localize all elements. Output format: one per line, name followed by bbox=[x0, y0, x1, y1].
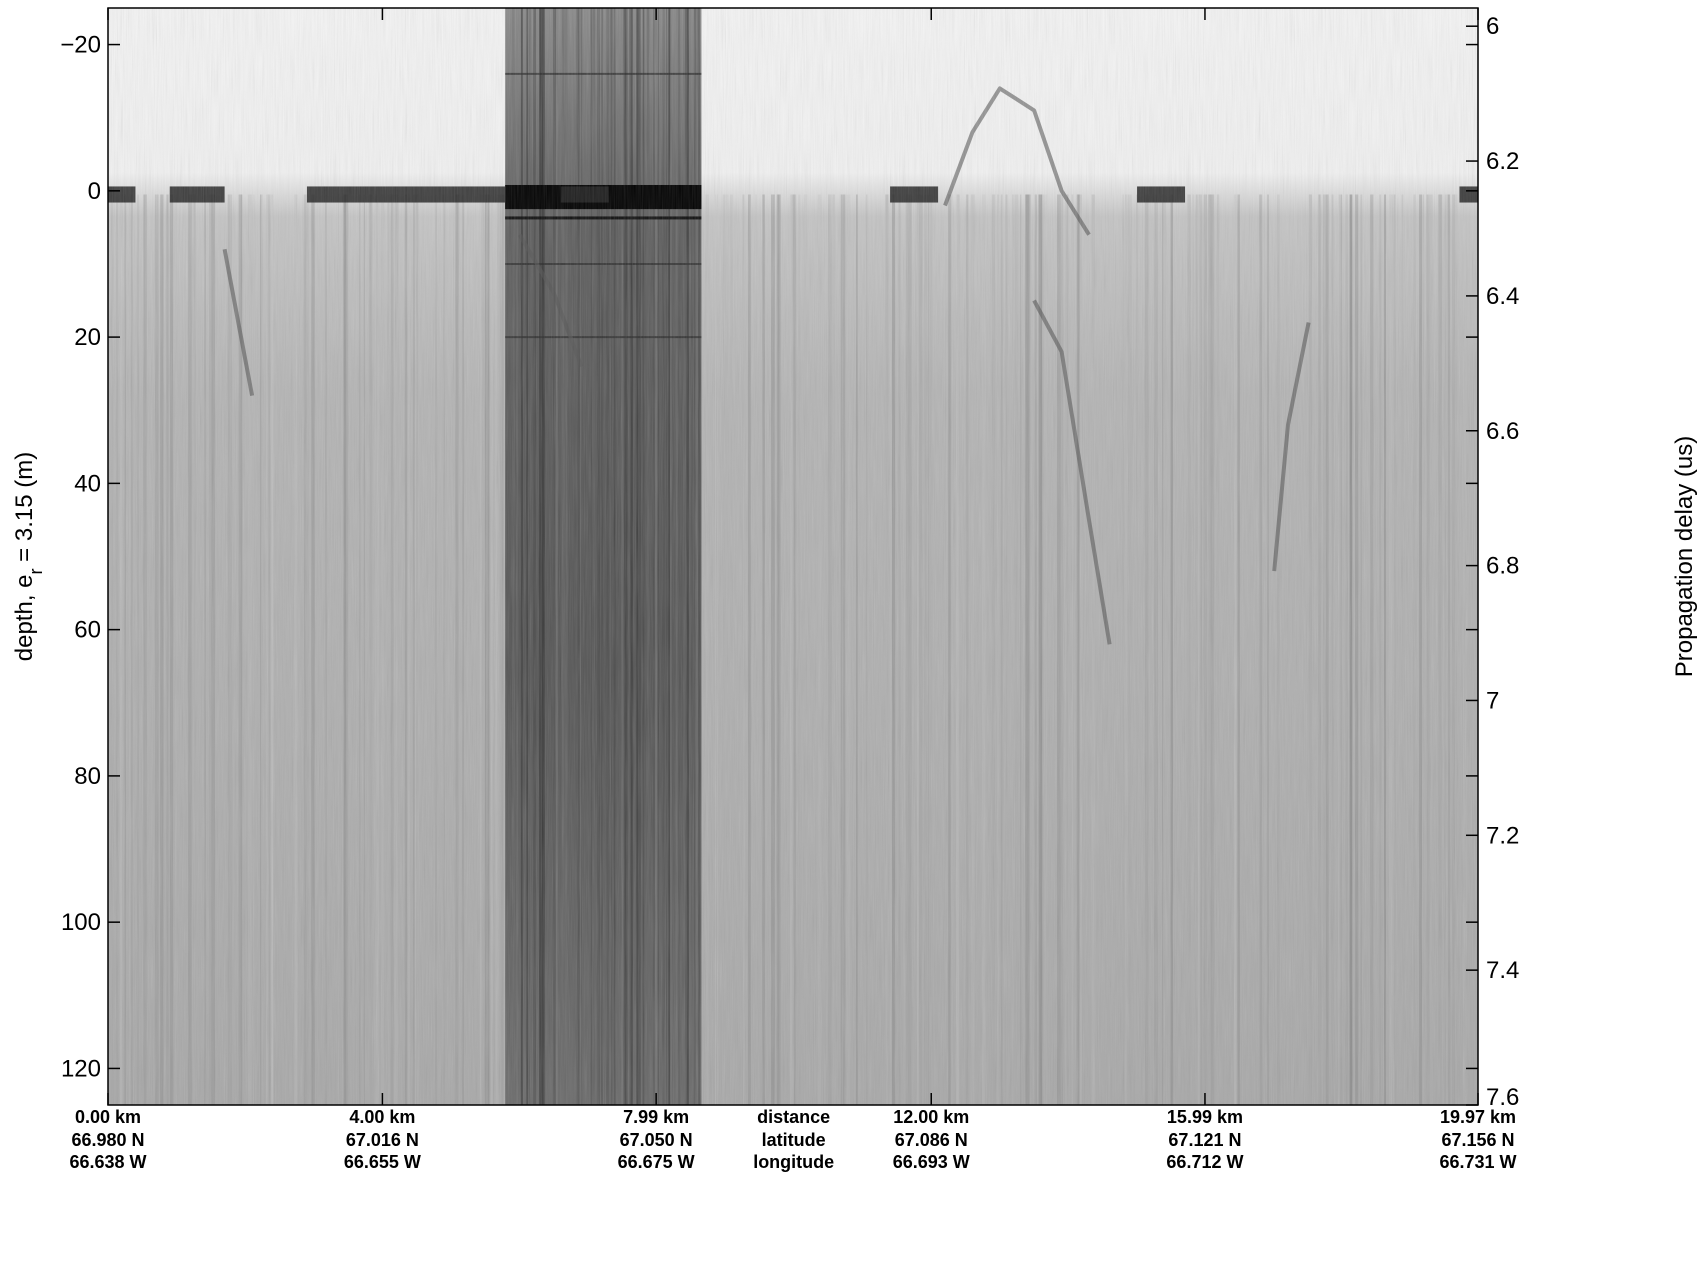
x-row-title: distance bbox=[757, 1107, 830, 1127]
latitude-label: 67.050 N bbox=[620, 1130, 693, 1150]
right-tick-label: 6 bbox=[1486, 13, 1499, 40]
speckle-noise bbox=[108, 8, 1478, 1105]
distance-label: 4.00 km bbox=[349, 1107, 415, 1127]
latitude-label: 66.980 N bbox=[71, 1130, 144, 1150]
latitude-label: 67.016 N bbox=[346, 1130, 419, 1150]
distance-label: 15.99 km bbox=[1167, 1107, 1243, 1127]
longitude-label: 66.638 W bbox=[69, 1152, 146, 1172]
left-tick-label: 60 bbox=[74, 617, 101, 644]
left-tick-label: 80 bbox=[74, 763, 101, 790]
longitude-label: 66.731 W bbox=[1439, 1152, 1516, 1172]
right-tick-label: 7 bbox=[1486, 687, 1499, 714]
right-tick-label: 6.8 bbox=[1486, 553, 1519, 580]
left-tick-label: 40 bbox=[74, 470, 101, 497]
distance-label: 7.99 km bbox=[623, 1107, 689, 1127]
latitude-label: 67.086 N bbox=[895, 1130, 968, 1150]
x-row-title: longitude bbox=[753, 1152, 834, 1172]
distance-label: 0.00 km bbox=[75, 1107, 141, 1127]
distance-label: 19.97 km bbox=[1440, 1107, 1516, 1127]
plot-frame bbox=[107, 7, 1479, 1106]
right-axis-title: Propagation delay (us) bbox=[1671, 436, 1698, 677]
latitude-label: 67.156 N bbox=[1441, 1130, 1514, 1150]
right-tick-label: 7.6 bbox=[1486, 1084, 1519, 1111]
left-tick-label: 120 bbox=[61, 1055, 101, 1082]
right-tick-label: 6.6 bbox=[1486, 418, 1519, 445]
left-axis: −20 0 20 40 60 80 100 120 bbox=[60, 32, 1478, 1082]
longitude-label: 66.712 W bbox=[1166, 1152, 1243, 1172]
left-tick-label: 0 bbox=[88, 178, 101, 205]
plot-area bbox=[108, 8, 1478, 1105]
left-tick-label: 100 bbox=[61, 909, 101, 936]
longitude-label: 66.675 W bbox=[618, 1152, 695, 1172]
latitude-label: 67.121 N bbox=[1168, 1130, 1241, 1150]
left-tick-label: 20 bbox=[74, 324, 101, 351]
right-tick-label: 6.4 bbox=[1486, 283, 1519, 310]
longitude-label: 66.655 W bbox=[344, 1152, 421, 1172]
left-axis-title: depth, er = 3.15 (m) bbox=[11, 452, 46, 661]
longitude-label: 66.693 W bbox=[893, 1152, 970, 1172]
x-row-title: latitude bbox=[762, 1130, 826, 1150]
right-tick-label: 7.2 bbox=[1486, 822, 1519, 849]
right-axis: 6 6.2 6.4 6.6 6.8 7 7.2 7.4 7.6 bbox=[1466, 13, 1519, 1111]
right-tick-label: 7.4 bbox=[1486, 957, 1519, 984]
distance-label: 12.00 km bbox=[893, 1107, 969, 1127]
left-tick-label: −20 bbox=[60, 32, 101, 59]
right-tick-label: 6.2 bbox=[1486, 148, 1519, 175]
